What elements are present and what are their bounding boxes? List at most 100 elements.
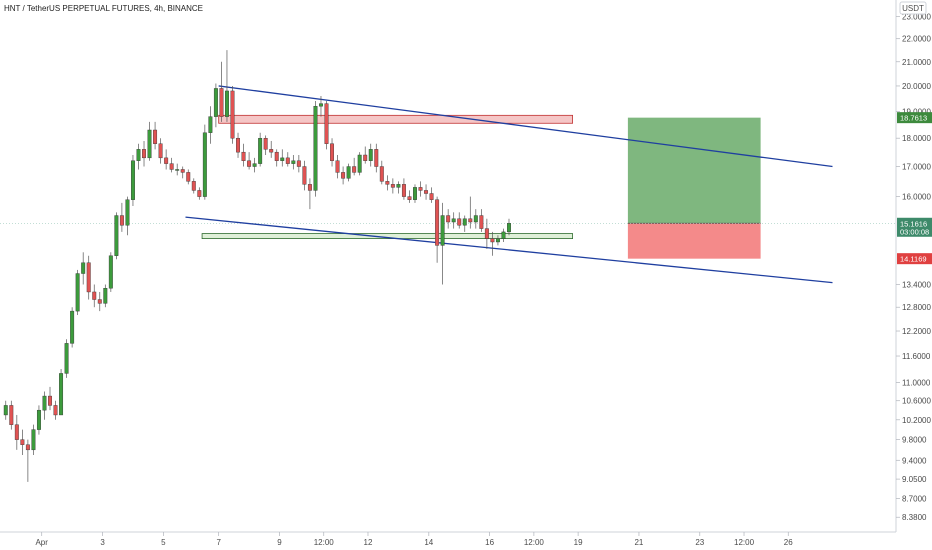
candle-body <box>313 105 318 191</box>
candle <box>53 400 58 420</box>
target-price-badge-text: 18.7613 <box>900 114 927 123</box>
support-zone[interactable] <box>201 233 573 240</box>
candle <box>142 140 146 167</box>
currency-label: USDT <box>902 4 924 13</box>
candle <box>468 196 473 229</box>
candle-body <box>213 88 218 117</box>
target-price-badge <box>897 112 932 124</box>
candle <box>335 154 340 179</box>
candle <box>307 178 312 210</box>
candle <box>20 429 25 456</box>
candle <box>346 163 351 182</box>
candle-body <box>42 395 47 411</box>
candle-body <box>53 405 58 416</box>
candle <box>9 400 14 430</box>
candle <box>202 124 207 200</box>
candle-body <box>418 187 423 191</box>
candle <box>258 132 263 167</box>
candle <box>368 143 373 167</box>
candle-body <box>285 157 290 164</box>
candle-body <box>208 116 213 133</box>
candle-body <box>346 166 351 179</box>
x-tick-label: 9 <box>277 538 282 547</box>
candle <box>462 215 467 232</box>
candle <box>3 400 8 420</box>
y-tick-label: 17.0000 <box>902 163 931 172</box>
candle-body <box>20 439 25 445</box>
candle <box>429 187 434 203</box>
y-tick-label: 21.0000 <box>902 58 931 67</box>
candle <box>451 212 456 229</box>
candle-body <box>401 184 406 197</box>
currency-button[interactable]: USDT <box>899 1 927 15</box>
candle-body <box>125 199 130 226</box>
candle-body <box>457 218 462 226</box>
candle <box>396 181 401 194</box>
x-tick-label: 26 <box>784 538 793 547</box>
candle-body <box>407 196 412 200</box>
candle <box>97 291 102 312</box>
current-price-badge-countdown: 03:00:08 <box>900 227 929 236</box>
candle-body <box>440 215 445 246</box>
candle <box>153 121 158 150</box>
candle <box>70 307 75 348</box>
y-tick-label: 22.0000 <box>902 35 931 44</box>
candle-body <box>390 184 395 188</box>
candle <box>230 85 235 144</box>
candle-body <box>385 181 390 185</box>
candle-body <box>424 190 429 194</box>
candle <box>446 209 451 229</box>
candle-body <box>9 405 14 425</box>
candle-body <box>258 137 263 164</box>
candle-body <box>335 160 340 173</box>
y-tick-label: 23.0000 <box>902 13 931 22</box>
y-tick-label: 8.3800 <box>902 513 927 522</box>
candle <box>401 178 406 200</box>
candle-body <box>462 218 467 226</box>
position-target-zone[interactable] <box>627 117 761 224</box>
resistance-zone[interactable] <box>218 114 573 124</box>
candle-body <box>274 151 279 161</box>
candle-body <box>280 157 285 161</box>
candle-body <box>296 160 301 167</box>
candle <box>424 184 429 200</box>
candle-body <box>219 88 224 117</box>
x-tick-label: 7 <box>216 538 221 547</box>
position-stop-zone[interactable] <box>627 223 761 259</box>
candle <box>92 284 97 308</box>
candle-body <box>48 395 52 406</box>
candle <box>236 132 240 158</box>
candle-body <box>291 160 296 164</box>
candle <box>186 169 191 185</box>
candle <box>64 339 69 378</box>
candle-body <box>180 169 185 173</box>
candle-body <box>158 143 163 159</box>
candle <box>175 163 180 176</box>
candle-body <box>36 409 41 430</box>
candle <box>385 175 390 191</box>
candle <box>413 184 417 203</box>
candle-body <box>473 215 478 223</box>
y-tick-label: 8.7000 <box>902 495 927 504</box>
candle-body <box>224 90 229 117</box>
candle-body <box>302 166 307 185</box>
stop-price-badge <box>897 253 932 265</box>
channel-line-lower[interactable] <box>185 216 833 284</box>
candle-body <box>374 149 379 167</box>
candle <box>363 146 368 164</box>
candle <box>75 269 80 316</box>
candle-body <box>468 218 473 223</box>
candle <box>241 143 246 167</box>
chart-title: HNT / TetherUS PERPETUAL FUTURES, 4h, BI… <box>4 4 203 13</box>
x-tick-label: 19 <box>574 538 583 547</box>
candle-body <box>86 262 91 293</box>
candle <box>125 196 130 236</box>
candle-body <box>103 288 108 304</box>
candle <box>440 202 445 285</box>
candle <box>14 414 19 450</box>
x-tick-label: 16 <box>485 538 494 547</box>
candle <box>435 196 440 263</box>
candle-body <box>252 163 257 167</box>
